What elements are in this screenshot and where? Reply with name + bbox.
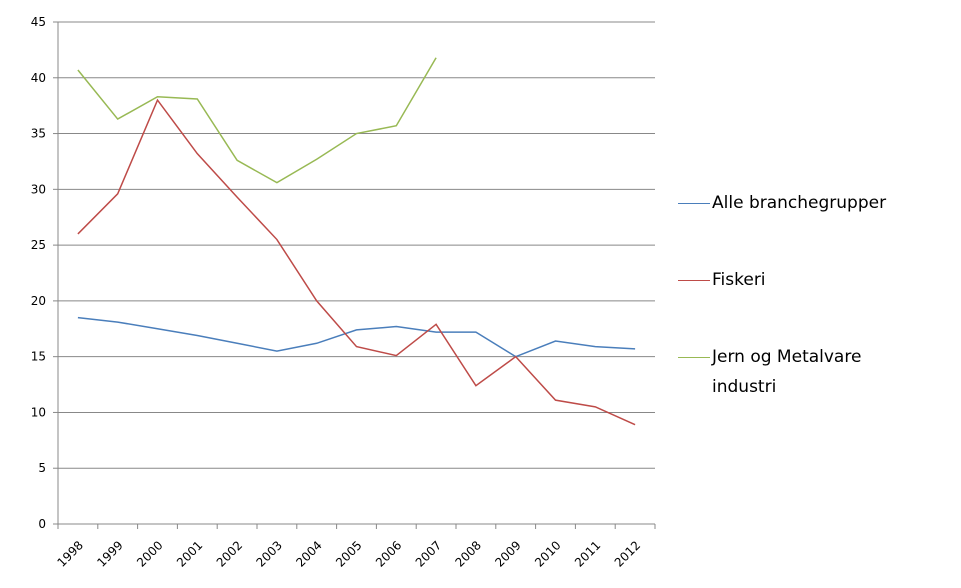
x-tick-label: 2005 [333,538,364,569]
x-tick-label: 2010 [532,538,563,569]
y-tick-label: 15 [31,350,46,364]
legend-item: Jern og Metalvare industri [678,342,958,419]
x-tick-label: 2001 [174,538,205,569]
x-tick-label: 2003 [254,538,285,569]
y-tick-label: 40 [31,71,46,85]
legend-swatch [678,280,710,281]
y-tick-label: 30 [31,182,46,196]
legend-item: Fiskeri [678,265,958,342]
y-tick-label: 5 [38,461,46,475]
x-tick-label: 2004 [293,538,324,569]
x-tick-label: 2011 [572,538,603,569]
x-tick-label: 2007 [413,538,444,569]
y-tick-label: 10 [31,405,46,419]
legend-label: Jern og Metalvare industri [712,347,862,397]
x-tick-label: 1999 [94,538,125,569]
legend-label: Alle branchegrupper [712,193,887,213]
legend-swatch [678,203,710,204]
y-tick-label: 25 [31,238,46,252]
legend-label: Fiskeri [712,270,766,290]
series-line [77,57,437,184]
legend: Alle branchegrupper Fiskeri Jern og Metalv… [678,188,958,419]
x-tick-label: 2009 [492,538,523,569]
series-line [77,316,636,358]
x-tick-label: 2002 [214,538,245,569]
x-tick-label: 2012 [612,538,643,569]
y-tick-label: 20 [31,294,46,308]
series-line [77,98,636,426]
y-tick-label: 45 [31,15,46,29]
y-tick-label: 35 [31,127,46,141]
x-tick-label: 1998 [55,538,86,569]
legend-item: Alle branchegrupper [678,188,958,265]
x-tick-label: 2008 [453,538,484,569]
y-tick-label: 0 [38,517,46,531]
x-tick-label: 2000 [134,538,165,569]
x-tick-label: 2006 [373,538,404,569]
legend-swatch [678,357,710,358]
